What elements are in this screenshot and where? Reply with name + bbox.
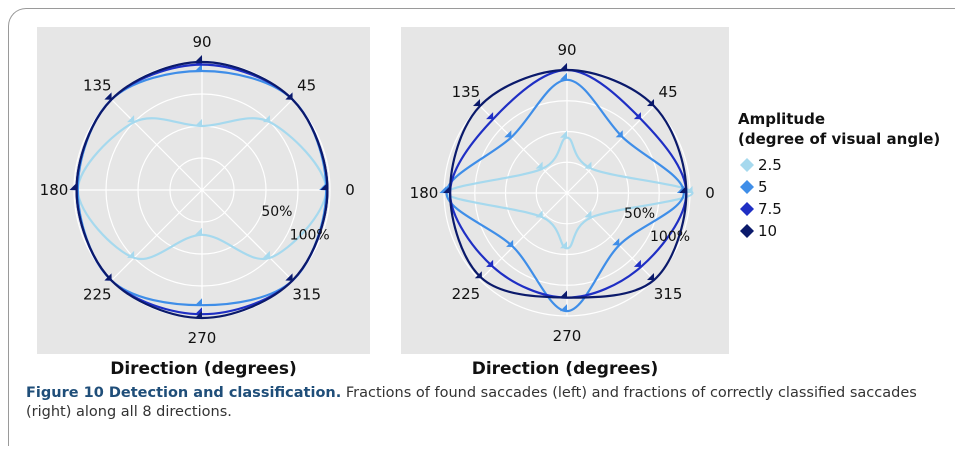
data-point-5 [612,238,620,246]
data-point-10 [679,186,687,194]
legend-label-2-5: 2.5 [758,156,782,174]
x-axis-label: Direction (degrees) [110,359,297,379]
data-point-5 [615,130,623,138]
data-point-2-5 [535,161,543,169]
data-point-10 [560,63,568,71]
data-point-5 [195,298,203,306]
data-point-7-5 [486,112,494,120]
right-polar-chart: 0 45 90 135 180 225 270 315 50% 100% Direction (de… [401,27,729,379]
legend-label-5: 5 [758,178,768,196]
angle-label-0: 0 [705,184,715,202]
data-point-7-5 [195,307,203,315]
data-point-5 [504,130,512,138]
legend-title-line1: Amplitude [738,110,825,128]
legend-label-7-5: 7.5 [758,200,782,218]
left-polar-chart: 0 45 90 135 180 225 270 315 50% 100% Direction (de… [37,27,370,379]
radial-label-100: 100% [290,228,330,244]
angle-label-225: 225 [83,286,112,304]
legend-marker-7-5 [740,202,754,216]
caption-text: Fractions of found saccades (left) and f… [26,385,917,420]
grid-spoke [479,105,568,194]
data-point-2-5 [127,250,135,258]
data-point-7-5 [486,259,494,267]
grid-spoke [111,99,203,191]
data-point-10 [560,290,568,298]
data-point-2-5 [195,119,203,127]
data-point-10 [474,271,482,279]
data-point-10 [104,273,112,281]
grid-spoke [479,192,568,281]
grid-spoke [201,189,293,281]
data-point-2-5 [262,115,270,123]
data-point-10 [473,99,481,107]
legend-label-10: 10 [758,222,777,240]
angle-label-45: 45 [297,76,316,94]
data-point-10 [443,186,451,194]
angle-label-315: 315 [292,286,321,304]
data-point-10 [104,92,112,100]
data-point-10 [69,183,77,191]
legend-marker-5 [740,180,754,194]
radial-label-50: 50% [624,206,655,222]
data-point-10 [285,273,293,281]
angle-label-315: 315 [654,285,683,303]
angle-label-270: 270 [553,327,582,345]
angle-label-270: 270 [188,329,217,347]
angle-label-90: 90 [557,41,576,59]
data-point-5 [506,239,514,247]
angle-label-180: 180 [40,181,69,199]
data-point-7-5 [633,259,641,267]
angle-label-0: 0 [345,181,355,199]
data-point-2-5 [560,241,568,249]
grid-spoke [111,189,203,281]
legend-marker-2-5 [740,158,754,172]
angle-label-225: 225 [452,285,481,303]
legend-title-line2: (degree of visual angle) [738,130,940,148]
data-point-2-5 [584,210,592,218]
data-point-10 [195,311,203,319]
grid-spoke [201,99,293,191]
figure-frame [8,8,955,446]
data-point-2-5 [560,130,568,138]
angle-label-135: 135 [452,83,481,101]
data-point-2-5 [195,227,203,235]
angle-label-135: 135 [83,76,112,94]
data-point-2-5 [584,161,592,169]
data-point-10 [285,92,293,100]
angle-label-180: 180 [410,184,439,202]
figure-caption: Figure 10 Detection and classification. … [26,384,926,422]
legend-marker-10 [740,224,754,238]
data-point-10 [195,55,203,63]
data-point-5 [560,72,568,80]
data-point-2-5 [127,115,135,123]
data-point-7-5 [633,112,641,120]
data-point-10 [320,183,328,191]
data-point-2-5 [262,250,270,258]
legend: Amplitude (degree of visual angle) 2.5 5 7.5… [738,110,940,240]
data-point-5 [195,64,203,72]
radial-label-50: 50% [261,204,292,220]
grid-spoke [566,105,655,194]
data-point-10 [647,273,655,281]
data-point-5 [560,304,568,312]
angle-label-45: 45 [659,83,678,101]
x-axis-label: Direction (degrees) [472,359,659,379]
caption-title: Figure 10 Detection and classification. [26,385,342,401]
angle-label-90: 90 [192,33,211,51]
data-point-2-5 [535,210,543,218]
data-point-10 [647,99,655,107]
radial-label-100: 100% [650,229,690,245]
